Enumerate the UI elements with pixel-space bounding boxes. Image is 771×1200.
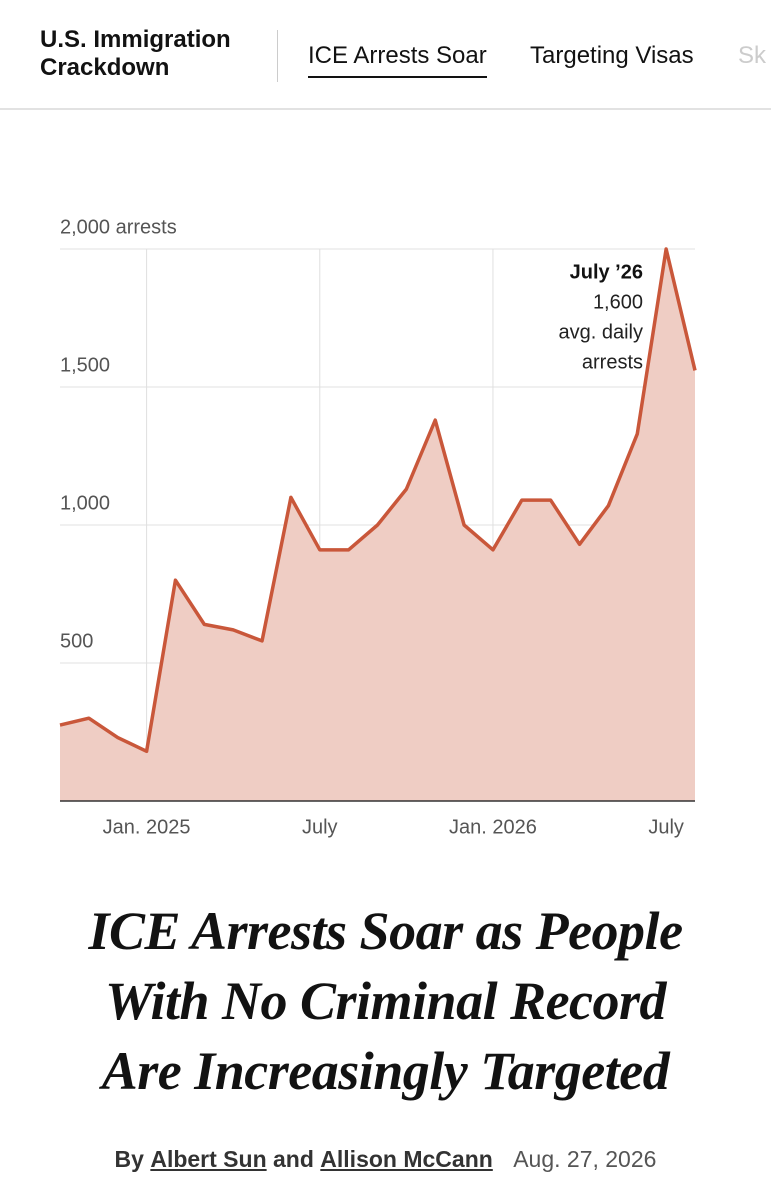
divider bbox=[277, 30, 278, 82]
nav-tab[interactable]: Targeting Visas bbox=[530, 42, 694, 69]
headline: ICE Arrests Soar as People bbox=[88, 901, 683, 961]
headline: With No Criminal Record bbox=[104, 971, 667, 1031]
y-tick-label: 500 bbox=[60, 630, 93, 652]
section-title[interactable]: Crackdown bbox=[40, 54, 170, 81]
byline-and: and bbox=[273, 1146, 314, 1172]
annotation-text: avg. daily bbox=[559, 321, 644, 343]
x-tick-label: Jan. 2026 bbox=[449, 816, 537, 838]
headline: Are Increasingly Targeted bbox=[101, 1041, 670, 1101]
y-tick-label: 2,000 arrests bbox=[60, 216, 177, 238]
chart: Jan. 2025 July Jan. 2026 July 500 1,000 1,500 2… bbox=[59, 216, 697, 838]
y-tick-label: 1,000 bbox=[60, 492, 110, 514]
annotation-text: 1,600 bbox=[593, 291, 643, 313]
nav-border bbox=[0, 108, 771, 110]
nav-tab[interactable]: ICE Arrests Soar bbox=[308, 42, 487, 78]
author-link[interactable]: Allison McCann bbox=[320, 1146, 493, 1172]
section-title[interactable]: U.S. Immigration bbox=[40, 26, 231, 53]
y-tick-label: 1,500 bbox=[60, 354, 110, 376]
x-tick-label: July bbox=[648, 816, 684, 838]
nav-tab[interactable]: Sk bbox=[738, 42, 767, 69]
author-link[interactable]: Albert Sun bbox=[150, 1146, 267, 1172]
date: Aug. 27, 2026 bbox=[513, 1146, 657, 1172]
annotation-title: July ’26 bbox=[570, 261, 643, 283]
byline-by: By bbox=[114, 1146, 144, 1172]
x-tick-label: Jan. 2025 bbox=[103, 816, 191, 838]
x-tick-label: July bbox=[302, 816, 338, 838]
line bbox=[59, 247, 697, 754]
annotation-text: arrests bbox=[582, 351, 643, 373]
byline: By Albert Sun and Allison McCann Aug. 27… bbox=[0, 1146, 771, 1173]
